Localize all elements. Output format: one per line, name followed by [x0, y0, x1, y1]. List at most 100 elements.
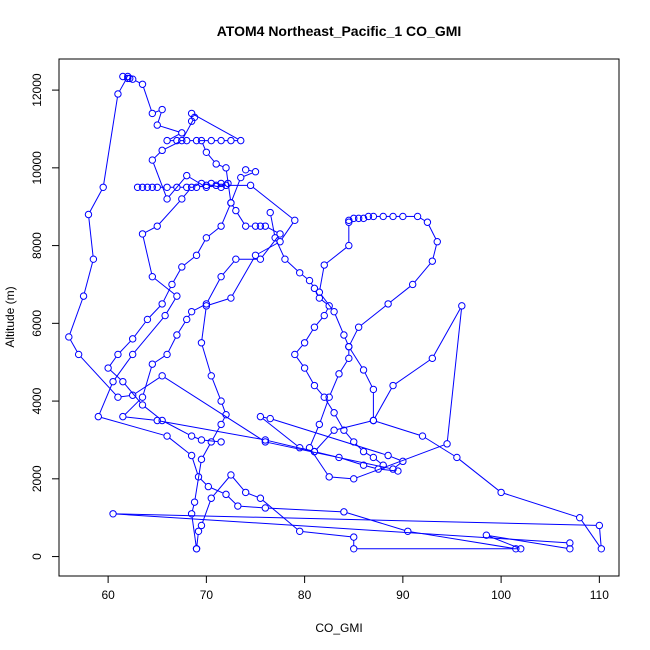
data-point	[124, 74, 132, 83]
data-point	[330, 409, 338, 417]
data-point	[202, 181, 211, 190]
series-line-segment	[109, 356, 117, 366]
series-line-segment	[366, 452, 371, 457]
data-point	[89, 255, 98, 263]
series-line-segment	[153, 162, 167, 197]
series-line-segment	[192, 458, 199, 474]
data-point	[384, 300, 392, 308]
data-point	[512, 545, 520, 553]
series-line-segment	[143, 87, 152, 111]
series-line-segment	[169, 437, 190, 454]
series-line-segment	[199, 185, 204, 188]
data-point	[256, 494, 265, 502]
series-line-segment	[221, 403, 226, 412]
data-point	[128, 391, 137, 399]
series-line-segment	[211, 378, 221, 399]
data-point	[374, 465, 382, 473]
series	[266, 208, 387, 469]
series-line-segment	[268, 507, 341, 513]
data-point	[114, 350, 122, 359]
series-line-segment	[296, 344, 303, 353]
data-point	[79, 292, 88, 300]
series-line-segment	[182, 119, 194, 139]
series-line-segment	[218, 164, 224, 168]
data-point	[148, 272, 157, 281]
data-point	[183, 315, 191, 324]
data-point	[99, 183, 107, 191]
data-point	[340, 508, 348, 516]
plot-frame	[58, 58, 620, 577]
series-line-segment	[169, 133, 180, 140]
y-axis-label: Altitude (m)	[3, 286, 17, 347]
data-point	[207, 372, 215, 380]
data-point	[173, 292, 181, 300]
data-point	[204, 482, 213, 491]
data-point	[212, 181, 220, 190]
series-line-segment	[237, 213, 245, 224]
series-line-segment	[334, 314, 344, 333]
series-line-segment	[103, 97, 118, 185]
series-line-segment	[337, 420, 371, 430]
series-line-segment	[315, 290, 319, 296]
series-line-segment	[341, 457, 361, 465]
data-point	[241, 488, 250, 497]
data-point	[256, 255, 265, 263]
data-point	[350, 214, 358, 223]
series-line-segment	[202, 501, 211, 523]
data-point	[423, 218, 432, 226]
data-point	[178, 263, 186, 271]
x-tick-label: 70	[200, 588, 214, 602]
data-point	[202, 234, 211, 242]
series-line-segment	[319, 268, 325, 290]
data-point	[178, 195, 186, 203]
data-point	[227, 471, 235, 479]
series-line-segment	[262, 418, 298, 447]
data-point	[153, 222, 161, 230]
series-line-segment	[201, 345, 211, 373]
series-line-segment	[202, 444, 211, 457]
data-point	[345, 218, 353, 226]
data-point	[389, 465, 397, 473]
data-point	[266, 414, 274, 423]
data-point	[222, 181, 230, 190]
data-point	[246, 181, 255, 190]
data-point	[187, 307, 196, 316]
data-point	[369, 385, 378, 394]
series-line-segment	[301, 274, 308, 279]
data-point	[296, 269, 304, 277]
data-point	[251, 168, 260, 176]
series-line-segment	[428, 224, 437, 240]
series-line-segment	[599, 528, 602, 546]
data-point	[394, 467, 402, 475]
data-point	[359, 461, 368, 469]
data-point	[133, 183, 142, 191]
series-line-segment	[144, 406, 160, 419]
data-point	[187, 510, 196, 518]
series-line-segment	[374, 388, 392, 418]
series-line-segment	[149, 305, 161, 318]
series-line-segment	[240, 505, 263, 509]
data-point	[74, 350, 83, 359]
data-point	[595, 521, 604, 530]
data-point	[482, 531, 491, 539]
data-point	[291, 216, 299, 225]
data-point	[251, 222, 260, 230]
x-tick-label: 80	[298, 588, 312, 602]
series-line-segment	[222, 261, 235, 275]
data-point	[428, 354, 437, 363]
data-point	[379, 212, 387, 221]
data-point	[276, 230, 284, 238]
data-point	[369, 453, 378, 462]
data-point	[183, 136, 191, 145]
data-point	[197, 339, 206, 347]
data-point	[158, 105, 166, 114]
series	[305, 212, 466, 483]
series-line-segment	[201, 308, 207, 340]
series	[133, 181, 299, 553]
series-line-segment	[344, 337, 349, 344]
data-point	[138, 401, 147, 409]
series-line-segment	[160, 420, 263, 440]
series-line-segment	[89, 189, 103, 212]
series-line-segment	[390, 456, 401, 461]
series-line-segment	[99, 384, 113, 414]
